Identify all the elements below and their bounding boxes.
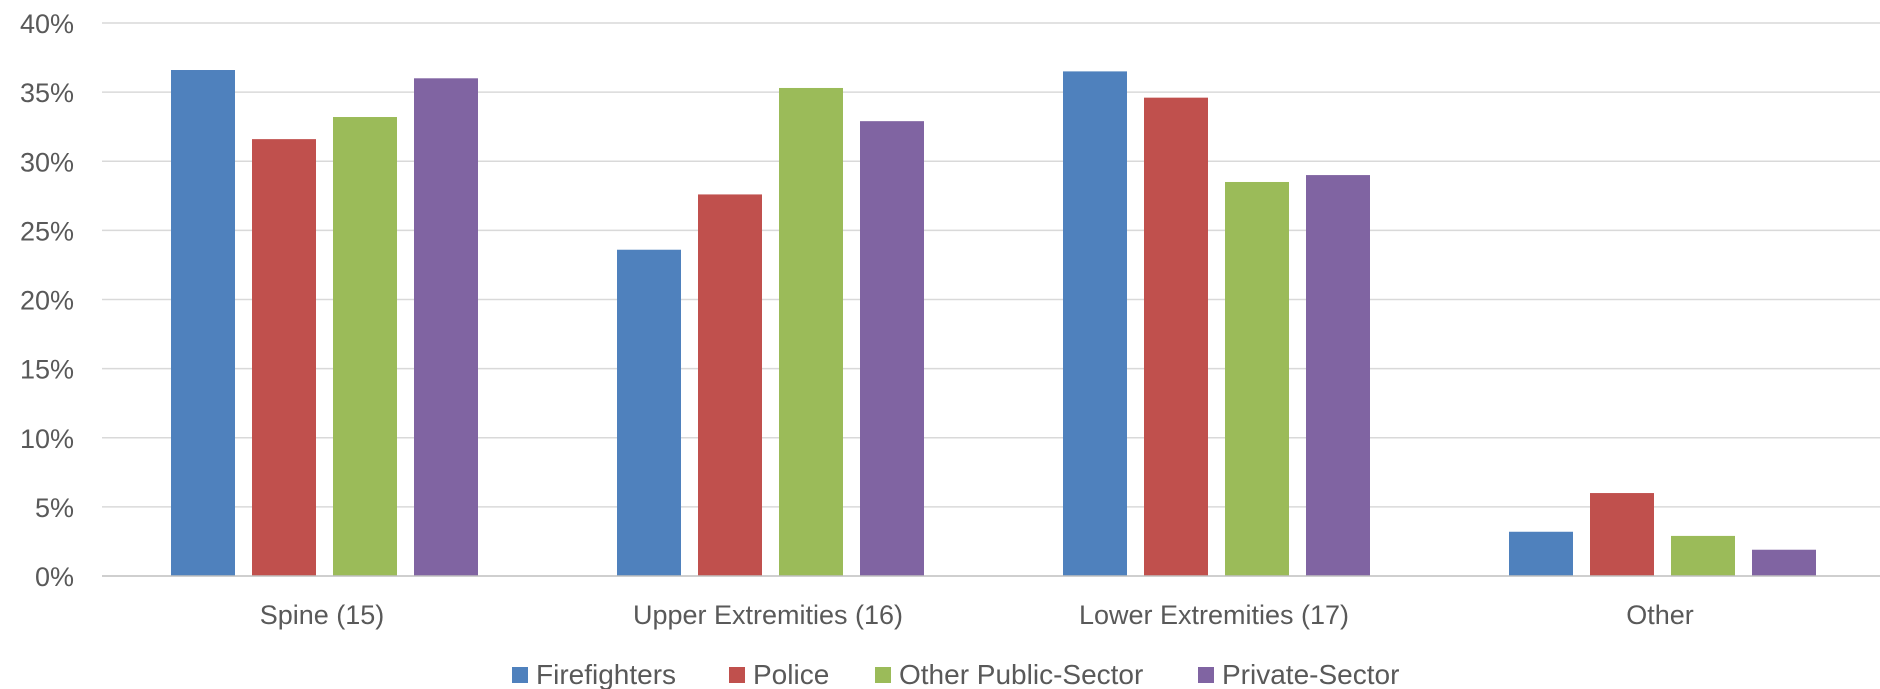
bar	[1063, 71, 1127, 576]
legend-swatch	[512, 667, 528, 683]
bar	[1144, 97, 1208, 576]
bar	[333, 117, 397, 576]
y-tick-label: 5%	[35, 493, 74, 523]
y-tick-label: 20%	[20, 286, 74, 316]
bars	[171, 70, 1816, 577]
bar	[171, 70, 235, 576]
legend-swatch	[729, 667, 745, 683]
x-category-label: Other	[1626, 600, 1694, 630]
x-category-label: Spine (15)	[260, 600, 385, 630]
bar	[860, 121, 924, 576]
bar	[1306, 175, 1370, 576]
bar	[252, 139, 316, 576]
bar	[1671, 535, 1735, 576]
legend-label: Other Public-Sector	[899, 659, 1143, 689]
legend-swatch	[1198, 667, 1214, 683]
x-category-label: Lower Extremities (17)	[1079, 600, 1349, 630]
bar	[1590, 493, 1654, 576]
legend-label: Firefighters	[536, 659, 676, 689]
y-tick-label: 35%	[20, 78, 74, 108]
y-tick-label: 40%	[20, 9, 74, 39]
bar	[617, 249, 681, 577]
y-axis: 0% 5% 10% 15% 20% 25% 30% 35% 40%	[20, 9, 74, 592]
y-tick-label: 15%	[20, 355, 74, 385]
bar	[779, 87, 843, 576]
bar	[1225, 181, 1289, 577]
legend-swatch	[875, 667, 891, 683]
y-tick-label: 0%	[35, 562, 74, 592]
x-axis: Spine (15) Upper Extremities (16) Lower Ex…	[102, 575, 1880, 630]
y-tick-label: 10%	[20, 424, 74, 454]
legend: Firefighters Police Other Public-Sector Pri…	[512, 659, 1399, 689]
x-category-label: Upper Extremities (16)	[633, 600, 903, 630]
y-tick-label: 30%	[20, 147, 74, 177]
bar	[1509, 531, 1573, 576]
bar	[698, 194, 762, 576]
legend-label: Private-Sector	[1222, 659, 1399, 689]
bar	[1752, 549, 1816, 576]
legend-label: Police	[753, 659, 829, 689]
gridlines	[102, 22, 1880, 508]
bar	[414, 78, 478, 577]
y-tick-label: 25%	[20, 216, 74, 246]
